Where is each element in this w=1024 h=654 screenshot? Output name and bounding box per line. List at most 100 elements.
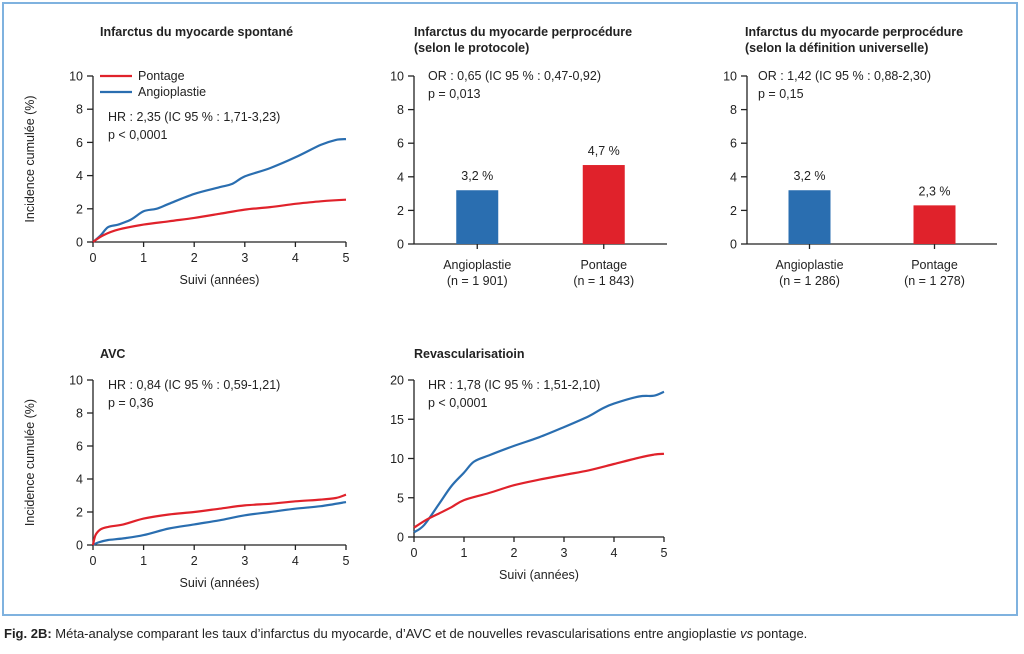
x-tick-label: 0 — [411, 546, 418, 560]
x-tick-label: 0 — [90, 554, 97, 568]
x-category-label: Pontage — [911, 258, 958, 272]
y-tick-label: 10 — [723, 70, 737, 84]
x-tick-label: 3 — [241, 554, 248, 568]
caption-text-end: pontage. — [753, 626, 808, 641]
x-tick-label: 1 — [140, 554, 147, 568]
annotation: HR : 1,78 (IC 95 % : 1,51-2,10) — [428, 378, 600, 392]
x-category-label: Pontage — [580, 258, 627, 272]
figure-caption: Fig. 2B: Méta-analyse comparant les taux… — [4, 626, 807, 641]
y-tick-label: 0 — [76, 539, 83, 553]
y-axis-label: Incidence cumulée (%) — [23, 95, 37, 222]
x-tick-label: 4 — [611, 546, 618, 560]
y-tick-label: 4 — [76, 169, 83, 183]
annotation: p = 0,013 — [428, 87, 481, 101]
y-tick-label: 10 — [69, 70, 83, 84]
chart-spontane: Infarctus du myocarde spontané 0 2 4 6 8 10 0 1 2… — [23, 25, 350, 287]
y-tick-label: 6 — [397, 137, 404, 151]
y-tick-label: 2 — [76, 202, 83, 216]
chart-perprocedure-protocole: Infarctus du myocarde perprocédure (selon… — [390, 25, 667, 288]
x-tick-label: 0 — [90, 251, 97, 265]
y-axis-label: Incidence cumulée (%) — [23, 399, 37, 526]
x-axis-label: Suivi (années) — [180, 273, 260, 287]
chart-avc: AVC 0 2 4 6 8 10 0 1 2 3 4 5 Suivi (années) Incidence … — [23, 347, 350, 590]
series-line-angioplastie — [413, 390, 665, 534]
annotation: HR : 0,84 (IC 95 % : 0,59-1,21) — [108, 378, 280, 392]
y-tick-label: 4 — [730, 170, 737, 184]
y-tick-label: 0 — [397, 238, 404, 252]
x-category-label: (n = 1 843) — [573, 274, 634, 288]
bar — [456, 190, 499, 244]
x-tick-label: 5 — [661, 546, 668, 560]
bar — [913, 205, 956, 244]
chart-title: Infarctus du myocarde perprocédure — [414, 25, 632, 39]
annotation: HR : 2,35 (IC 95 % : 1,71-3,23) — [108, 110, 280, 124]
x-axis-label: Suivi (années) — [499, 568, 579, 582]
chart-title: Revascularisatioin — [414, 347, 524, 361]
bar — [788, 190, 831, 244]
bar-value-label: 3,2 % — [794, 169, 826, 183]
y-tick-label: 4 — [76, 473, 83, 487]
series-line-pontage — [413, 452, 665, 529]
y-tick-label: 2 — [397, 204, 404, 218]
series-line-pontage — [92, 198, 347, 243]
y-tick-label: 0 — [730, 238, 737, 252]
bar — [582, 165, 625, 244]
x-tick-label: 1 — [461, 546, 468, 560]
x-tick-label: 2 — [191, 251, 198, 265]
x-category-label: (n = 1 278) — [904, 274, 965, 288]
chart-perprocedure-universelle: Infarctus du myocarde perprocédure (selon… — [723, 25, 997, 288]
x-tick-label: 2 — [511, 546, 518, 560]
x-tick-label: 3 — [241, 251, 248, 265]
y-tick-label: 20 — [390, 374, 404, 388]
bar-value-label: 4,7 % — [588, 144, 620, 158]
x-category-label: Angioplastie — [775, 258, 843, 272]
x-tick-label: 3 — [561, 546, 568, 560]
series-line-angioplastie — [92, 501, 347, 546]
annotation: p = 0,15 — [758, 87, 804, 101]
y-tick-label: 8 — [730, 103, 737, 117]
x-tick-label: 1 — [140, 251, 147, 265]
y-tick-label: 15 — [390, 413, 404, 427]
caption-text: Méta-analyse comparant les taux d’infarc… — [51, 626, 741, 641]
chart-revascularisation: Revascularisatioin 0 5 10 15 20 0 1 2 3 4 5 Suivi (a… — [390, 347, 667, 582]
series-line-pontage — [91, 493, 347, 546]
y-tick-label: 10 — [390, 452, 404, 466]
annotation: OR : 1,42 (IC 95 % : 0,88-2,30) — [758, 69, 931, 83]
y-tick-label: 0 — [76, 236, 83, 250]
x-tick-label: 2 — [191, 554, 198, 568]
y-tick-label: 10 — [390, 70, 404, 84]
chart-title: Infarctus du myocarde spontané — [100, 25, 293, 39]
series-line-angioplastie — [92, 138, 347, 243]
y-tick-label: 2 — [730, 204, 737, 218]
caption-vs: vs — [740, 626, 754, 641]
figure-frame — [2, 2, 1018, 616]
chart-title: Infarctus du myocarde perprocédure — [745, 25, 963, 39]
chart-title: AVC — [100, 347, 125, 361]
x-tick-label: 4 — [292, 251, 299, 265]
y-tick-label: 8 — [397, 103, 404, 117]
legend-label-pontage: Pontage — [138, 69, 185, 83]
y-tick-label: 2 — [76, 506, 83, 520]
chart-title: (selon la définition universelle) — [745, 41, 928, 55]
annotation: p < 0,0001 — [108, 128, 167, 142]
x-tick-label: 5 — [343, 251, 350, 265]
caption-prefix: Fig. 2B: — [4, 626, 52, 641]
y-tick-label: 0 — [397, 531, 404, 545]
x-tick-label: 4 — [292, 554, 299, 568]
y-tick-label: 6 — [76, 440, 83, 454]
x-category-label: (n = 1 286) — [779, 274, 840, 288]
y-tick-label: 8 — [76, 407, 83, 421]
y-tick-label: 6 — [730, 137, 737, 151]
annotation: p = 0,36 — [108, 396, 154, 410]
bar-value-label: 2,3 % — [919, 184, 951, 198]
chart-title: (selon le protocole) — [414, 41, 529, 55]
y-tick-label: 4 — [397, 170, 404, 184]
annotation: p < 0,0001 — [428, 396, 487, 410]
y-tick-label: 6 — [76, 136, 83, 150]
y-tick-label: 10 — [69, 374, 83, 388]
x-tick-label: 5 — [343, 554, 350, 568]
x-axis-label: Suivi (années) — [180, 576, 260, 590]
annotation: OR : 0,65 (IC 95 % : 0,47-0,92) — [428, 69, 601, 83]
y-tick-label: 5 — [397, 491, 404, 505]
